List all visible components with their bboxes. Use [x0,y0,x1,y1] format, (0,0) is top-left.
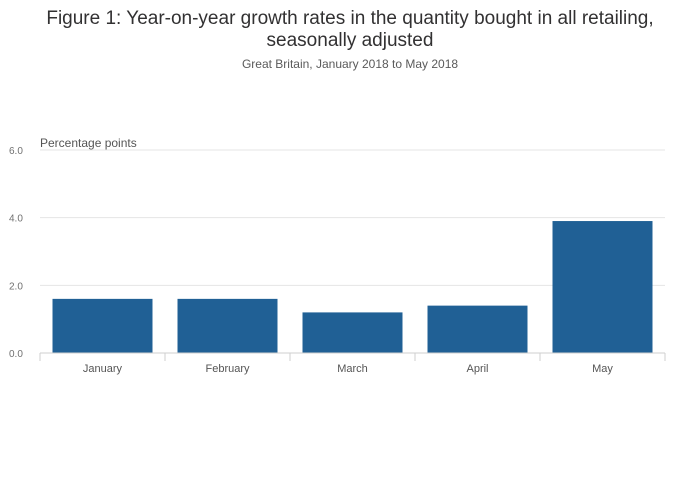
x-tick-label: March [337,363,368,375]
bar-february [177,298,278,353]
bars [52,221,653,353]
y-tick-label: 2.0 [9,281,23,292]
chart-subtitle: Great Britain, January 2018 to May 2018 [241,57,459,71]
bar-march [302,312,403,353]
bar-may [552,221,653,353]
x-tick-label: May [592,363,613,375]
bar-april [427,305,528,353]
x-tick-label: January [83,363,123,375]
y-axis-ticks: 0.0 2.0 4.0 6.0 [9,146,23,360]
y-tick-label: 4.0 [9,214,23,225]
y-tick-label: 6.0 [9,146,23,157]
x-tick-label: February [205,363,250,375]
chart-title: Figure 1: Year-on-year growth rates in t… [46,8,654,51]
x-tick-label: April [466,363,488,375]
x-axis: January February March April May [39,352,666,375]
y-axis-label: Percentage points [40,136,137,150]
bar-january [52,298,153,353]
y-tick-label: 0.0 [9,349,23,360]
